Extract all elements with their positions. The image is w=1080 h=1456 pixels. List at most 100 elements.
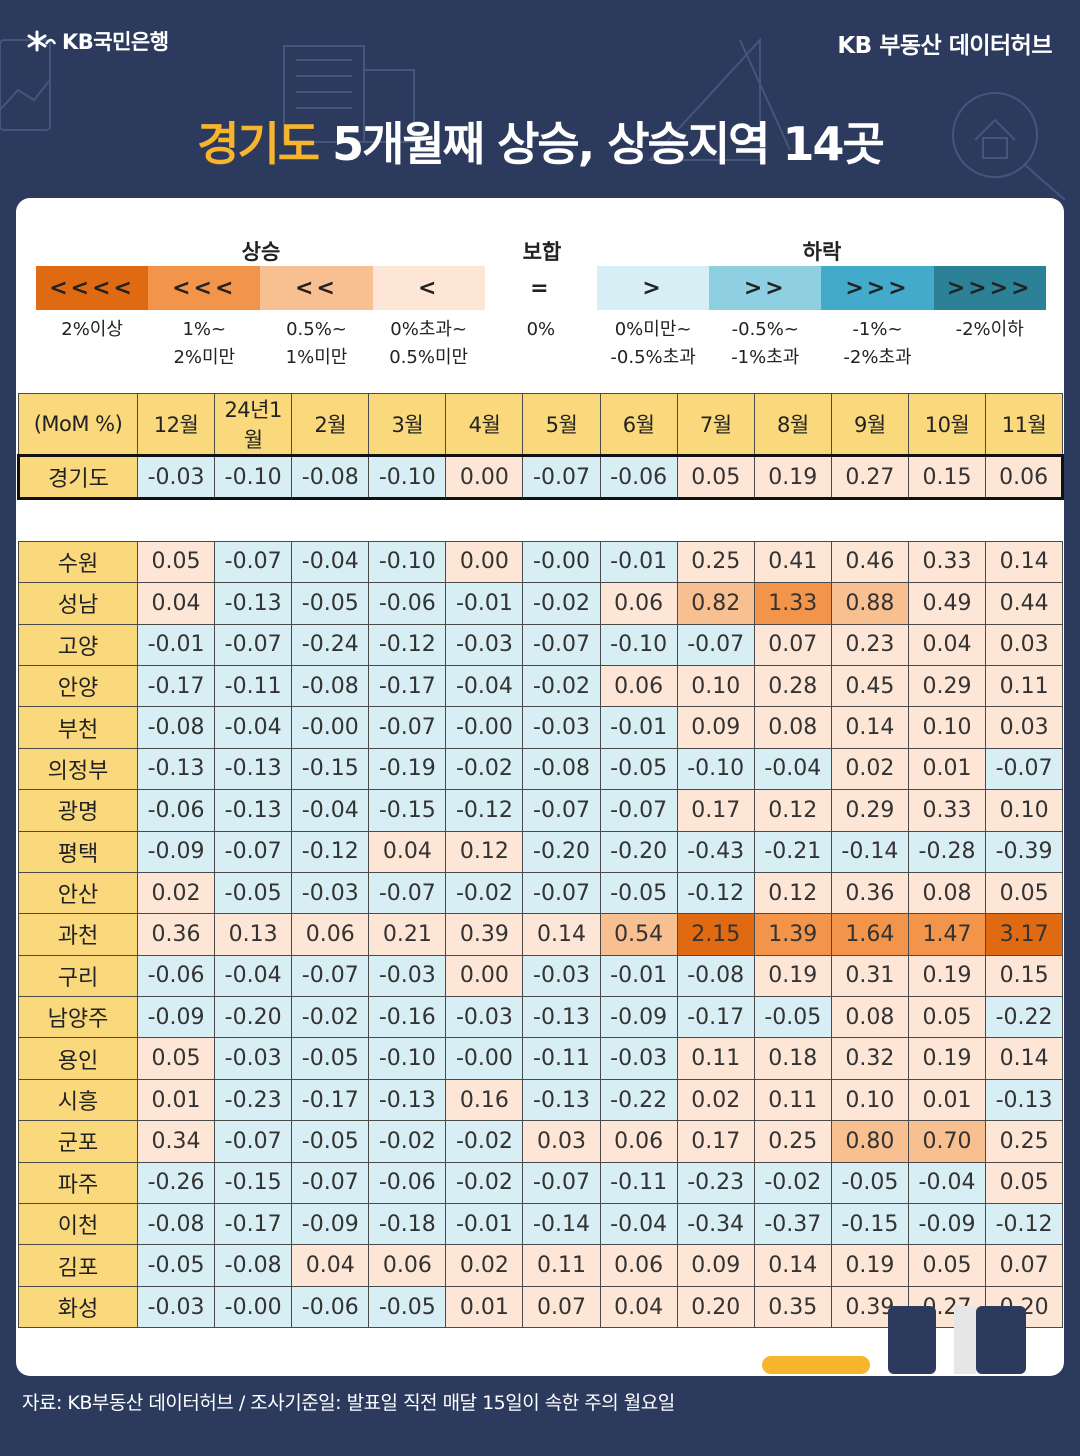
heatmap-cell: 0.36 [830,871,909,915]
heatmap-cell: -0.13 [214,789,293,832]
heatmap-cell: -0.02 [522,664,601,708]
heatmap-cell: -0.11 [599,1161,678,1205]
legend-swatch: << [260,266,373,310]
heatmap-cell: -0.08 [214,1244,293,1287]
heatmap-cell: -0.15 [291,747,370,791]
heatmap-cell: -0.15 [368,789,447,832]
table-row: 군포 0.34 -0.07 -0.05 -0.02 -0.02 0.03 0.06 0.17 0.… [18,1120,1064,1163]
heatmap-cell: 0.02 [830,747,909,791]
heatmap-cell: -0.08 [136,1203,216,1246]
heatmap-cell: -0.09 [907,1203,987,1246]
heatmap-cell: 0.17 [676,1120,755,1163]
table-row: 평택 -0.09 -0.07 -0.12 0.04 0.12 -0.20 -0.20 -0.43… [18,830,1064,873]
heatmap-cell: -0.01 [445,1203,524,1246]
heatmap-cell: -0.15 [214,1161,293,1205]
table-row: 고양 -0.01 -0.07 -0.24 -0.12 -0.03 -0.07 -0.10 -0.… [18,623,1064,666]
heatmap-cell: -0.04 [214,954,293,998]
heatmap-cell: 0.19 [907,1037,987,1080]
heatmap-cell: 0.05 [907,1244,987,1287]
heatmap-cell: -0.08 [676,954,755,998]
table-row: 구리 -0.06 -0.04 -0.07 -0.03 0.00 -0.03 -0.01 -0.0… [18,954,1064,998]
bank-name: KB국민은행 [62,30,169,54]
heatmap-cell: -0.05 [291,1120,370,1163]
heatmap-cell: -0.05 [291,1037,370,1080]
legend: 상승 보합 하락 <<<< 2%이상 <<< 1%~ 2%미만 << 0.5%~ 1%미만… [36,236,1046,376]
heatmap-cell: -0.03 [368,954,447,998]
heatmap-cell: -0.07 [214,830,293,873]
table-row: 이천 -0.08 -0.17 -0.09 -0.18 -0.01 -0.14 -0.04 -0.… [18,1203,1064,1246]
region-label: 남양주 [18,996,138,1039]
heatmap-cell: 0.06 [599,582,678,625]
month-header: 24년1월 [214,393,293,456]
bank-logo: KB국민은행 [26,26,169,56]
table-row: 남양주 -0.09 -0.20 -0.02 -0.16 -0.03 -0.13 -0.09 -0… [18,996,1064,1039]
heatmap-cell: 0.06 [291,913,370,956]
heatmap-cell: -0.06 [368,582,447,625]
heatmap-cell: 0.12 [753,789,832,832]
legend-range-label: 1%~ 2%미만 [173,319,236,368]
heatmap-cell: -0.01 [599,954,678,998]
region-label: 의정부 [18,747,138,791]
heatmap-cell: 0.80 [830,1120,909,1163]
heatmap-cell: -0.03 [599,1037,678,1080]
heatmap-cell: 0.05 [985,871,1064,915]
month-header: 7월 [676,393,755,456]
legend-swatch: > [597,266,710,310]
table-row: 광명 -0.06 -0.13 -0.04 -0.15 -0.12 -0.07 -0.07 0.1… [18,789,1064,832]
heatmap-cell: -0.13 [522,1078,601,1122]
heatmap-cell: 0.88 [830,582,909,625]
heatmap-cell: 0.36 [136,913,216,956]
heatmap-cell: 0.11 [522,1244,601,1287]
heatmap-cell: 0.20 [676,1285,755,1329]
corner-label: (MoM %) [18,393,138,456]
table-row: 시흥 0.01 -0.23 -0.17 -0.13 0.16 -0.13 -0.22 0.02 0… [18,1078,1064,1122]
heatmap-cell: -0.17 [136,664,216,708]
heatmap-cell: 0.17 [676,789,755,832]
heatmap-cell: 0.13 [214,913,293,956]
heatmap-cell: -0.04 [599,1203,678,1246]
heatmap-cell: 0.27 [830,453,909,501]
heatmap-cell: 0.04 [907,623,987,666]
month-header: 2월 [291,393,370,456]
heatmap-cell: -0.07 [522,453,601,501]
heatmap-cell: 0.11 [985,664,1064,708]
heatmap-cell: -0.03 [522,954,601,998]
table-row: 안양 -0.17 -0.11 -0.08 -0.17 -0.04 -0.02 0.06 0.10… [18,664,1064,708]
heatmap-cell: 0.01 [907,1078,987,1122]
heatmap-cell: 1.47 [907,913,987,956]
heatmap-cell: 0.34 [136,1120,216,1163]
heatmap-cell: -0.02 [368,1120,447,1163]
heatmap-cell: -0.10 [599,623,678,666]
page-title: 경기도 5개월째 상승, 상승지역 14곳 [0,108,1080,174]
heatmap-cell: -0.43 [676,830,755,873]
heatmap-cell: -0.07 [368,706,447,749]
heatmap-cell: -0.11 [214,664,293,708]
heatmap-cell: -0.10 [368,453,447,501]
heatmap-cell: -0.09 [291,1203,370,1246]
month-header: 9월 [830,393,909,456]
region-label: 이천 [18,1203,138,1246]
region-label: 화성 [18,1285,138,1329]
decor-block [954,1306,976,1374]
heatmap-cell: 0.25 [753,1120,832,1163]
heatmap-cell: 0.46 [830,540,909,584]
heatmap-cell: 0.45 [830,664,909,708]
region-label: 수원 [18,540,138,584]
legend-rise-label: 상승 [241,240,281,264]
heatmap-cell: 0.04 [368,830,447,873]
heatmap-cell: -0.24 [291,623,370,666]
heatmap-cell: -0.01 [445,582,524,625]
datahub-brand: KB 부동산 데이터허브 [837,33,1052,59]
heatmap-cell: -0.03 [214,1037,293,1080]
heatmap-cell: 0.15 [985,954,1064,998]
heatmap-cell: -0.18 [368,1203,447,1246]
heatmap-cell: 0.05 [907,996,987,1039]
heatmap-cell: -0.13 [214,747,293,791]
heatmap-cell: -0.07 [522,1161,601,1205]
heatmap-cell: 0.33 [907,789,987,832]
heatmap-cell: 0.28 [753,664,832,708]
heatmap-cell: -0.07 [214,1120,293,1163]
heatmap-cell: 0.06 [599,664,678,708]
heatmap-cell: -0.02 [522,582,601,625]
heatmap-cell: 0.15 [907,453,987,501]
